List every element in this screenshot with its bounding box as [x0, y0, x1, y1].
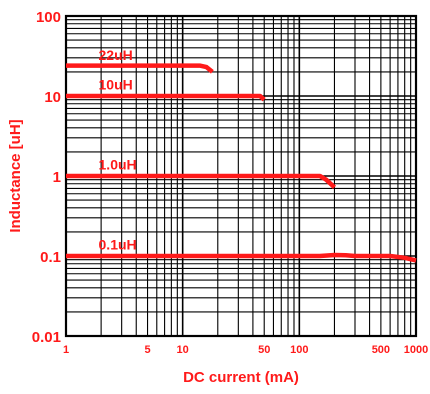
series-line-22uh	[66, 63, 214, 74]
y-tick-label: 0.1	[40, 249, 61, 266]
series-line-1-0uh	[66, 173, 337, 190]
x-tick-label: 1	[63, 344, 69, 356]
x-tick-label: 1000	[404, 344, 428, 356]
x-tick-label: 500	[372, 344, 390, 356]
y-axis-label: Inductance [uH]	[7, 119, 24, 232]
x-tick-label: 10	[177, 344, 189, 356]
series-line-10uh	[66, 93, 266, 102]
y-tick-label: 100	[36, 9, 61, 26]
x-axis-label: DC current (mA)	[183, 369, 299, 386]
x-tick-labels: 1 5 10 50 100 500 1000	[63, 344, 428, 356]
series-label: 0.1uH	[99, 237, 137, 253]
series-group: 22uH 10uH 1.0uH 0.1uH	[66, 47, 417, 263]
y-tick-label: 0.01	[32, 329, 61, 346]
y-tick-labels: 0.01 0.1 1 10 100	[32, 9, 61, 346]
series-label: 1.0uH	[99, 157, 137, 173]
y-tick-label: 10	[44, 89, 61, 106]
x-tick-label: 5	[144, 344, 150, 356]
x-tick-label: 100	[290, 344, 308, 356]
series-label: 10uH	[99, 77, 133, 93]
series-line-0-1uh	[66, 252, 417, 263]
series-label: 22uH	[99, 47, 133, 63]
y-tick-label: 1	[53, 169, 61, 186]
x-tick-label: 50	[258, 344, 270, 356]
